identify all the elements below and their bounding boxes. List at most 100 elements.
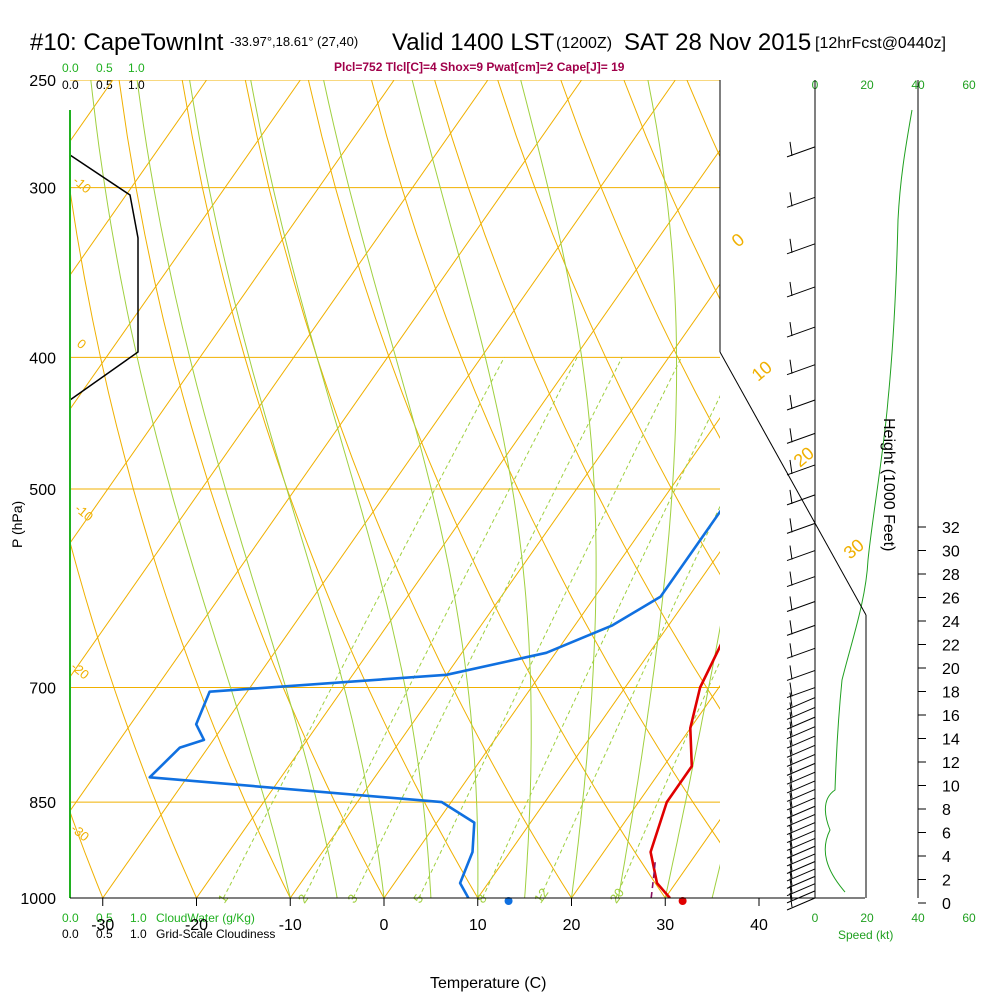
dry-adiabat	[118, 80, 385, 898]
speed-tick-bottom: 0	[812, 911, 819, 925]
wind-barb	[786, 459, 816, 476]
wind-barb-staff	[786, 789, 816, 802]
wind-barb-flag	[789, 856, 793, 871]
mixing-ratio-line	[615, 660, 720, 898]
x-tick-label: 10	[469, 917, 487, 934]
sounding-indices: Plcl=752 Tlcl[C]=4 Shox=9 Pwat[cm]=2 Cap…	[334, 60, 625, 74]
dry-adiabat	[70, 810, 104, 898]
y-tick-label: 850	[29, 795, 56, 812]
dry-adiabat	[181, 80, 479, 898]
wind-barb-flag	[789, 721, 793, 736]
cloud-scale-top-green-1: 0.5	[96, 61, 113, 75]
isotherm-line	[70, 80, 208, 277]
dry-adiabat	[560, 80, 720, 439]
wind-barb-flag	[789, 238, 793, 253]
wind-barb-flag	[789, 702, 793, 717]
y-axis-label: P (hPa)	[9, 501, 25, 548]
height-tick-label: 4	[942, 849, 951, 866]
wind-barb	[786, 359, 816, 376]
station-title: #10: CapeTownInt	[30, 29, 224, 56]
y-tick-label: 1000	[20, 891, 56, 908]
wind-barb-flag	[789, 141, 793, 156]
left-isotherm-label: -20	[68, 659, 92, 683]
surface-temperature-marker	[678, 897, 687, 905]
moist-adiabat	[189, 80, 385, 898]
wind-barb	[786, 848, 816, 867]
dry-adiabat	[371, 80, 720, 844]
wind-barb	[786, 692, 816, 711]
isotherm-line	[853, 80, 1000, 898]
wind-barb	[786, 643, 816, 659]
cloud-scale-bottom-black-2: 1.0	[130, 927, 147, 941]
wind-barb	[786, 545, 816, 562]
wind-barb-staff	[786, 797, 816, 811]
wind-barb-staff	[786, 706, 816, 720]
wind-barb-staff	[786, 753, 816, 767]
isotherm-line	[0, 80, 19, 898]
wind-barb	[786, 192, 816, 208]
moist-adiabat	[664, 625, 720, 898]
wind-barb	[786, 141, 816, 158]
cloud-scale-bottom-green-0: 0.0	[62, 911, 79, 925]
wind-barb	[786, 518, 816, 534]
y-tick-label: 400	[29, 350, 56, 367]
wind-barb	[786, 863, 816, 882]
isotherm-line	[196, 149, 720, 898]
mixing-ratio-label: 5	[410, 891, 426, 906]
wind-barb-flag	[789, 758, 793, 773]
isotherm-line	[102, 80, 676, 898]
height-axis-label: Height (1000 Feet)	[880, 418, 897, 551]
cloud-scale-bottom-black-0: 0.0	[62, 927, 79, 941]
wind-barb	[786, 620, 816, 636]
wind-barb	[786, 856, 816, 874]
speed-axis-label: Speed (kt)	[838, 928, 893, 942]
x-tick-label: 20	[563, 917, 581, 934]
cloudiness-label: Grid-Scale Cloudiness	[156, 927, 275, 941]
wind-barb-flag	[789, 394, 793, 410]
x-tick-label: -20	[185, 917, 208, 934]
isotherm-label: 0	[728, 229, 749, 251]
wind-barb-staff	[786, 897, 816, 911]
dry-adiabat	[813, 80, 1000, 898]
wind-barb-staff	[786, 837, 816, 851]
height-tick-label: 22	[942, 638, 960, 655]
wind-barb-staff	[786, 822, 816, 836]
left-isotherm-label: -30	[68, 821, 92, 845]
wind-barb-flag	[789, 871, 793, 886]
wind-barb-flag	[789, 359, 793, 374]
wind-barb-flag	[789, 281, 793, 296]
mixing-ratio-line	[222, 357, 505, 898]
wind-barb-flag	[789, 712, 793, 727]
moist-adiabat	[759, 80, 980, 898]
mixing-ratio-label: 8	[473, 891, 489, 906]
wind-barb-flag	[789, 518, 793, 533]
dry-adiabat	[686, 80, 720, 158]
wind-barb-flag	[789, 643, 793, 658]
cloud-scale-top-green-2: 1.0	[128, 61, 145, 75]
wind-barb	[786, 749, 816, 767]
x-tick-label: 0	[380, 917, 389, 934]
height-tick-label: 18	[942, 685, 960, 702]
speed-tick-bottom: 60	[962, 911, 976, 925]
y-tick-label: 300	[29, 181, 56, 198]
wind-barb-staff	[786, 845, 816, 859]
isotherm-line	[70, 80, 395, 544]
wind-barb-flag	[789, 321, 793, 337]
cloud-water-label: CloudWater (g/Kg)	[156, 911, 255, 925]
wind-barb-staff	[786, 890, 816, 904]
mixing-ratio-label: 20	[607, 885, 628, 905]
isotherm-line	[70, 80, 583, 812]
mixing-ratio-line	[539, 505, 720, 898]
height-tick-label: 6	[942, 826, 951, 843]
isotherm-line	[759, 80, 1000, 898]
isotherm-line	[477, 551, 720, 898]
valid-date: SAT 28 Nov 2015	[624, 29, 811, 56]
wind-barb	[786, 489, 816, 506]
dry-adiabat	[497, 80, 720, 576]
wind-barb-staff	[786, 853, 816, 867]
wind-barb-staff	[786, 726, 816, 740]
moist-adiabat	[617, 80, 678, 898]
